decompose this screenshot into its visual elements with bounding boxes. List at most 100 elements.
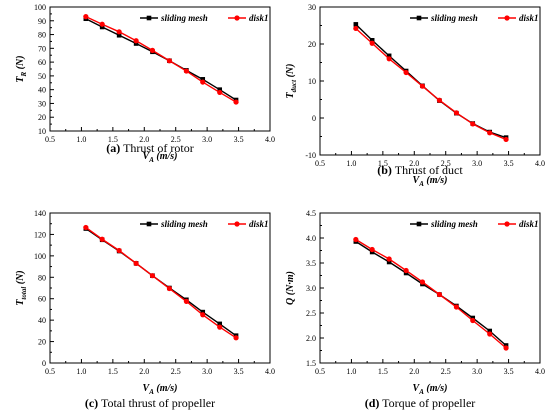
data-point: [99, 236, 105, 242]
data-point: [369, 246, 375, 253]
legend: sliding mesh disk1: [140, 13, 269, 23]
data-point: [217, 324, 223, 330]
y-axis-title-main: Q: [285, 298, 296, 305]
y-tick-label: 80: [38, 31, 46, 40]
legend-marker: [146, 15, 152, 21]
x-tick-label: 3.5: [234, 367, 244, 376]
data-point: [233, 99, 239, 105]
data-point: [166, 285, 173, 292]
data-point: [116, 247, 122, 254]
x-tick-label: 2.0: [139, 367, 149, 376]
data-point: [369, 40, 375, 46]
data-point: [83, 14, 89, 20]
panel-caption-letter: (c): [85, 396, 98, 410]
y-axis-title-main: T: [15, 299, 26, 306]
data-point: [386, 259, 392, 265]
data-point: [200, 77, 206, 82]
x-tick-label: 2.5: [171, 367, 181, 376]
y-tick-label: 10: [308, 77, 316, 86]
x-tick-label: 4.0: [535, 367, 545, 376]
series-line: [355, 23, 507, 139]
x-tick-label: 3.0: [202, 135, 212, 144]
y-tick-label: 2.5: [306, 309, 316, 318]
data-point: [233, 335, 239, 341]
x-tick-label: 2.5: [441, 159, 451, 168]
data-point: [116, 29, 122, 35]
legend-marker: [504, 15, 510, 21]
x-axis-title: VA (m/s): [413, 175, 448, 188]
y-axis-title-unit: (N): [15, 270, 26, 286]
data-point: [487, 130, 493, 136]
x-axis-title-sub: A: [148, 388, 154, 396]
plot-frame: [49, 6, 271, 132]
y-tick-label: -10: [305, 151, 316, 160]
data-point: [487, 328, 493, 334]
data-point: [149, 273, 156, 279]
legend-label: disk1: [249, 13, 269, 23]
x-tick-label: 3.0: [202, 367, 212, 376]
x-tick-label: 1.0: [346, 159, 356, 168]
panel-caption-text: Torque of propeller: [382, 396, 475, 410]
series-line: [85, 16, 237, 103]
legend-label: sliding mesh: [160, 219, 208, 229]
panel-caption-text: Thrust of rotor: [123, 141, 194, 155]
data-point: [386, 56, 392, 62]
y-tick-label: 20: [38, 113, 46, 122]
panel-caption-letter: (b): [377, 163, 392, 177]
legend-label: sliding mesh: [430, 13, 478, 23]
legend-marker: [416, 221, 422, 227]
series-sliding-mesh: [353, 239, 509, 348]
x-axis-title-main: V: [143, 383, 151, 394]
plot-frame: [49, 212, 271, 364]
data-point: [83, 224, 89, 231]
x-tick-label: 4.0: [265, 135, 275, 144]
x-tick-label: 0.5: [45, 135, 55, 144]
x-tick-label: 3.0: [472, 367, 482, 376]
legend-label: disk1: [249, 219, 269, 229]
legend-marker: [504, 221, 510, 227]
x-tick-label: 2.5: [171, 135, 181, 144]
y-tick-label: 120: [34, 230, 46, 239]
y-tick-label: 3.5: [306, 259, 316, 268]
panel-caption-letter: (d): [365, 396, 380, 410]
data-point: [133, 260, 139, 266]
legend-label: sliding mesh: [430, 219, 478, 229]
data-point: [183, 298, 189, 304]
series-disk1: [83, 14, 239, 105]
x-tick-label: 3.5: [504, 159, 514, 168]
x-tick-label: 3.0: [472, 159, 482, 168]
y-tick-label: 10: [38, 127, 46, 136]
y-tick-label: 4.5: [306, 209, 316, 218]
x-axis-title-main: V: [413, 383, 421, 394]
data-point: [419, 279, 426, 285]
data-point: [470, 317, 476, 324]
x-tick-label: 0.5: [315, 159, 325, 168]
x-tick-label: 4.0: [265, 367, 275, 376]
x-tick-label: 1.5: [378, 159, 388, 168]
y-axis-title-unit: (N): [285, 64, 296, 80]
series-line: [85, 226, 237, 339]
series-line: [355, 238, 507, 349]
data-point: [99, 24, 105, 30]
x-axis-title-sub: A: [418, 388, 424, 396]
y-tick-label: 30: [308, 3, 316, 12]
x-axis-title-main: V: [143, 151, 151, 162]
series-disk1: [83, 224, 239, 341]
y-tick-label: 100: [34, 3, 46, 12]
legend-label: disk1: [519, 13, 539, 23]
y-tick-label: 100: [34, 252, 46, 261]
y-axis-title: TR (N): [15, 55, 28, 82]
data-point: [200, 312, 206, 318]
data-point: [217, 87, 223, 92]
x-axis-title-sub: A: [148, 156, 154, 164]
chart-panel-2: 0.5 1.0 1.5 2.0 2.5 3.0 3.5 4.0 -10 0 10 20 30 VA (m/…: [285, 3, 545, 188]
panel-caption-text: Thrust of duct: [395, 163, 464, 177]
data-point: [403, 69, 409, 76]
y-axis-title-sub: duct: [290, 79, 298, 93]
x-tick-label: 1.5: [108, 367, 118, 376]
series-disk1: [353, 236, 509, 351]
x-tick-label: 4.0: [535, 159, 545, 168]
x-tick-label: 1.0: [346, 367, 356, 376]
y-axis-title-sub: R: [20, 71, 28, 77]
panel-caption-text: Total thrust of propeller: [101, 396, 215, 410]
